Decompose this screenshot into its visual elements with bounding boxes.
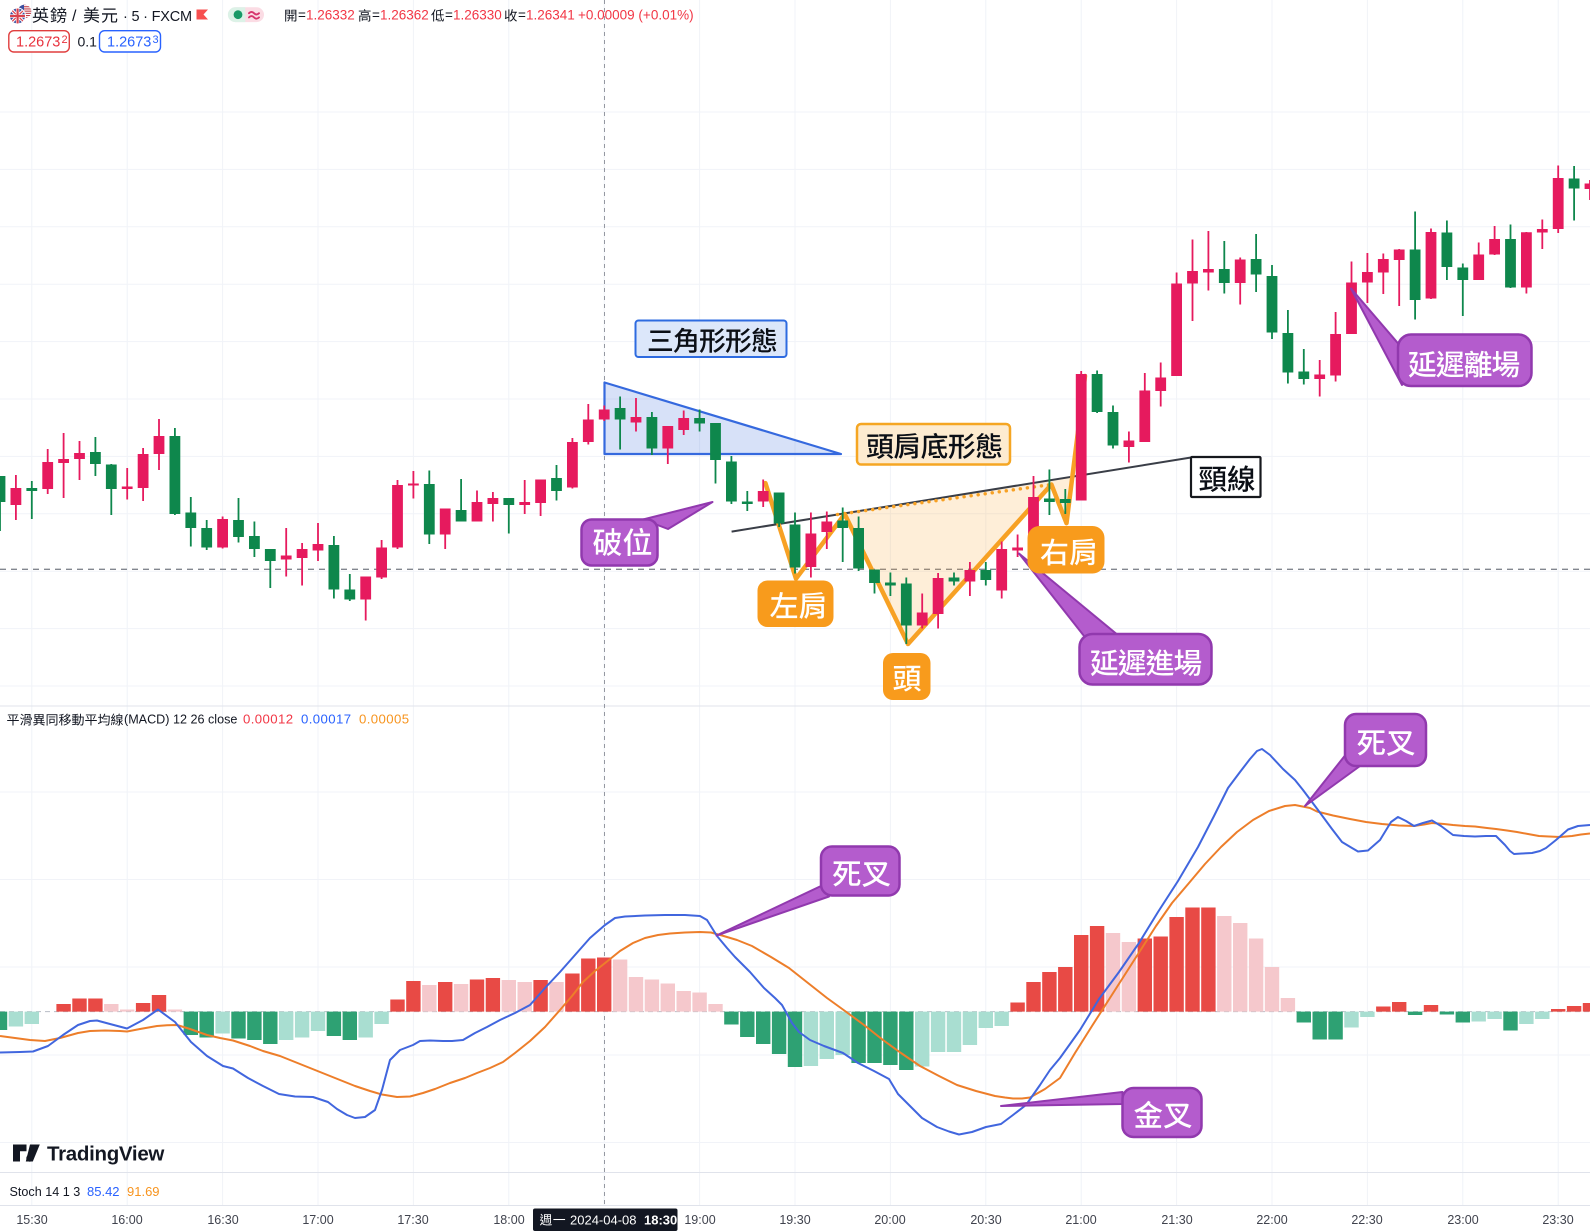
svg-text:91.69: 91.69 [127,1184,160,1199]
svg-text:15:30: 15:30 [16,1213,47,1227]
svg-text:· 5 · FXCM: · 5 · FXCM [123,9,192,25]
svg-text:18:30: 18:30 [644,1213,677,1228]
svg-text:20:30: 20:30 [970,1213,1001,1227]
svg-text:2: 2 [62,34,68,46]
svg-text:85.42: 85.42 [87,1184,120,1199]
svg-text:19:00: 19:00 [684,1213,715,1227]
svg-text:0.00012: 0.00012 [243,712,293,727]
svg-text:1.2673: 1.2673 [16,35,60,51]
svg-text:17:30: 17:30 [397,1213,428,1227]
svg-text:23:30: 23:30 [1542,1213,1573,1227]
svg-text:0.1: 0.1 [78,34,98,50]
svg-text:18:00: 18:00 [493,1213,524,1227]
svg-text:2024-04-08: 2024-04-08 [570,1213,637,1228]
svg-text:22:30: 22:30 [1351,1213,1382,1227]
svg-text:1.26330: 1.26330 [453,8,502,23]
svg-text:20:00: 20:00 [874,1213,905,1227]
svg-text:=: = [372,8,380,23]
svg-text:1.2673: 1.2673 [107,35,151,51]
svg-text:16:30: 16:30 [207,1213,238,1227]
svg-text:21:30: 21:30 [1161,1213,1192,1227]
svg-text:(MACD) 12 26 close: (MACD) 12 26 close [124,713,237,727]
svg-text:1.26332: 1.26332 [306,8,355,23]
svg-text:Stoch 14 1 3: Stoch 14 1 3 [10,1185,81,1199]
svg-text:1.26341: 1.26341 [526,8,575,23]
svg-text:16:00: 16:00 [111,1213,142,1227]
svg-text:0.00017: 0.00017 [301,712,351,727]
svg-text:22:00: 22:00 [1256,1213,1287,1227]
svg-text:23:00: 23:00 [1447,1213,1478,1227]
svg-text:19:30: 19:30 [779,1213,810,1227]
svg-text:=: = [518,8,526,23]
svg-text:=: = [298,8,306,23]
svg-text:+0.00009 (+0.01%): +0.00009 (+0.01%) [578,8,694,23]
svg-text:1.26362: 1.26362 [380,8,429,23]
svg-text:0.00005: 0.00005 [359,712,409,727]
svg-text:=: = [445,8,453,23]
svg-text:21:00: 21:00 [1065,1213,1096,1227]
svg-text:/: / [72,8,77,25]
svg-text:17:00: 17:00 [302,1213,333,1227]
svg-text:TradingView: TradingView [47,1143,164,1166]
svg-text:3: 3 [153,34,159,46]
